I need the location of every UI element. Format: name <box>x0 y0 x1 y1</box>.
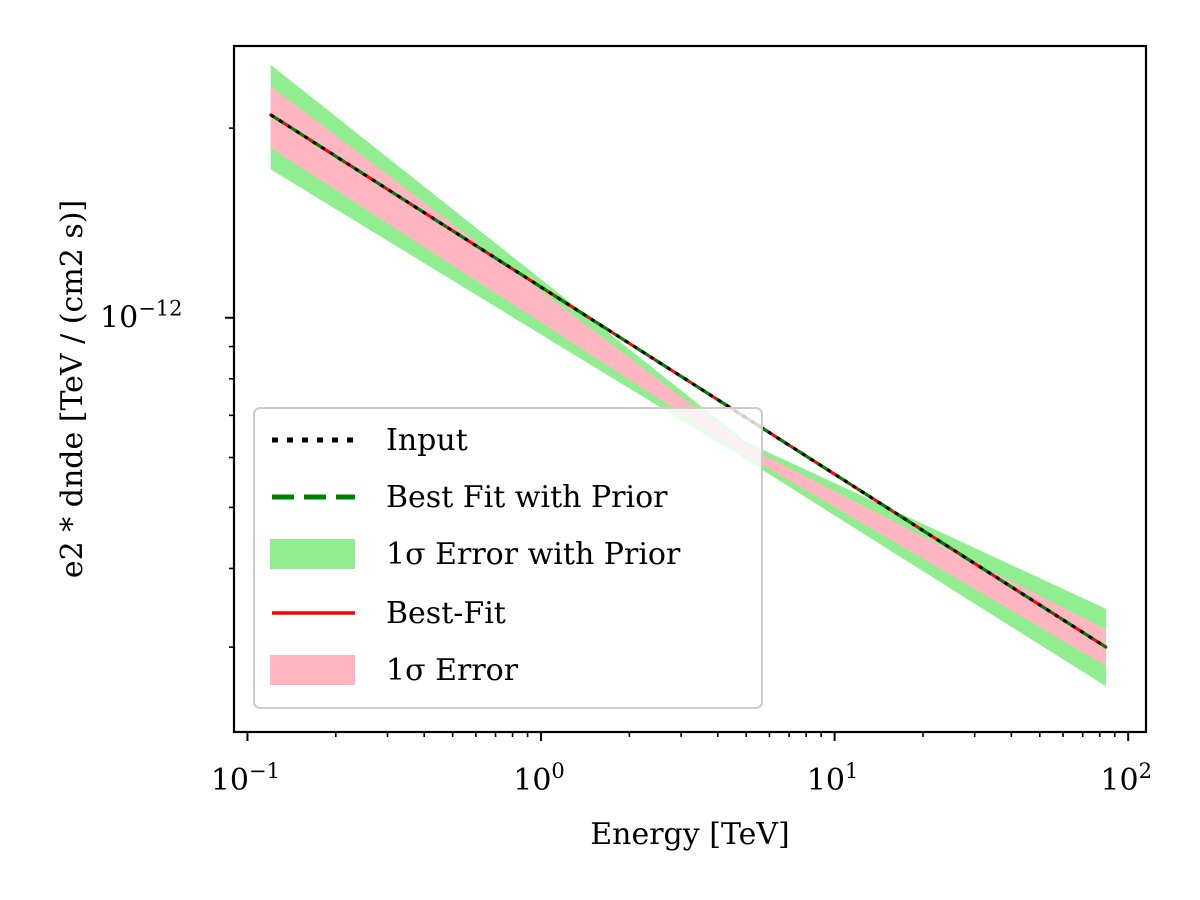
x-axis: 10−1 100 101 102 <box>211 732 1152 798</box>
legend: Input Best Fit with Prior 1σ Error with Pr… <box>253 407 763 709</box>
legend-label: Best-Fit <box>386 596 506 631</box>
x-tick-label: 102 <box>1100 759 1152 798</box>
y-axis: 10−12 <box>100 127 234 648</box>
legend-label: 1σ Error with Prior <box>386 537 681 572</box>
legend-swatch <box>270 655 355 685</box>
x-tick-label: 101 <box>807 759 859 798</box>
legend-box <box>253 407 763 709</box>
series-line-dashed <box>269 113 1107 649</box>
y-axis-label: e2 * dnde [TeV / (cm2 s)] <box>55 200 90 578</box>
legend-swatch <box>270 539 355 569</box>
y-tick-label: 10−12 <box>100 297 183 336</box>
x-tick-label: 100 <box>513 759 565 798</box>
legend-label: Input <box>386 423 468 458</box>
band-1 <box>270 86 1106 667</box>
x-tick-label: 10−1 <box>211 759 280 798</box>
legend-label: 1σ Error <box>386 653 519 688</box>
series-lines <box>269 113 1108 649</box>
error-bands <box>270 64 1106 687</box>
plot-frame <box>232 44 1148 734</box>
x-axis-label: Energy [TeV] <box>590 817 790 852</box>
legend-label: Best Fit with Prior <box>386 480 668 515</box>
